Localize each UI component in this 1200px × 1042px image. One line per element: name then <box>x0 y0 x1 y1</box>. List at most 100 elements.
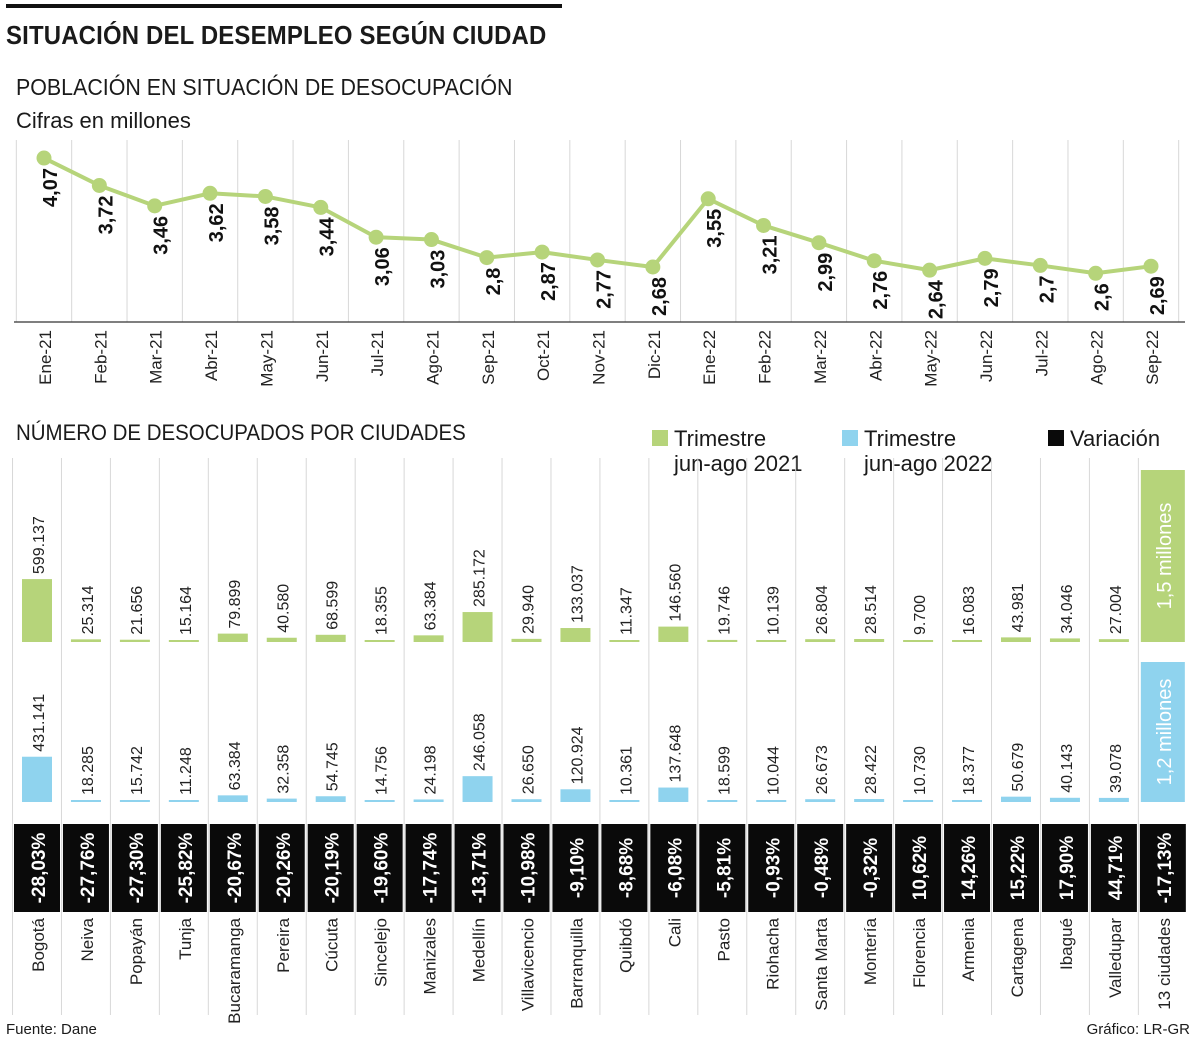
bar-2021 <box>1098 639 1129 642</box>
variation-label: 10,62% <box>910 836 931 901</box>
bar-2022-label: 26.650 <box>521 745 538 794</box>
bar-2022 <box>168 800 199 802</box>
category-label: Montería <box>861 917 880 985</box>
bar-2021-label: 19.746 <box>716 586 733 635</box>
bar-2022 <box>756 800 787 802</box>
variation-box <box>405 824 452 912</box>
data-point <box>922 262 938 278</box>
data-label: 3,03 <box>427 250 449 289</box>
data-label: 4,07 <box>40 168 62 207</box>
variation-label: -0,93% <box>763 838 784 898</box>
bar-2022 <box>1001 796 1031 802</box>
bar-2021 <box>413 635 444 642</box>
line-chart-title: POBLACIÓN EN SITUACIÓN DE DESOCUPACIÓN <box>16 74 513 100</box>
bar-2021-label: 15.164 <box>178 586 195 635</box>
bar-2022-label: 24.198 <box>423 745 440 794</box>
bar-2022 <box>658 787 689 802</box>
bar-2022-label: 120.924 <box>569 726 586 784</box>
total-bar-2021 <box>1140 470 1185 642</box>
category-label: Medellín <box>470 918 489 982</box>
variation-box <box>1041 824 1088 912</box>
x-tick-label: Oct-21 <box>534 330 553 381</box>
data-label: 3,06 <box>372 247 394 286</box>
bar-2021 <box>511 638 542 642</box>
total-bar-2022 <box>1140 662 1185 802</box>
title-rule <box>6 4 562 8</box>
bar-2021 <box>903 640 934 642</box>
bar-2022 <box>707 800 738 802</box>
data-point <box>700 191 716 207</box>
bar-2021 <box>70 639 101 642</box>
legend-label-2022-line2: jun-ago 2022 <box>864 451 993 476</box>
data-point <box>1088 265 1104 281</box>
category-label: Santa Marta <box>812 917 831 1010</box>
bar-2022 <box>413 799 444 802</box>
data-point <box>147 198 163 214</box>
bar-2022-label: 18.599 <box>716 746 733 795</box>
data-label: 3,72 <box>95 195 117 234</box>
bar-2022-label: 26.673 <box>814 745 831 794</box>
data-label: 2,8 <box>483 268 505 296</box>
bar-2021 <box>854 639 885 642</box>
x-tick-label: Sep-21 <box>479 330 498 385</box>
bar-2021-label: 28.514 <box>863 585 880 634</box>
variation-box <box>797 824 844 912</box>
total-2021-label: 1,5 millones <box>1154 503 1176 610</box>
bar-2022-label: 137.648 <box>667 725 684 783</box>
bar-2022-label: 39.078 <box>1108 744 1125 793</box>
bar-2021-label: 79.899 <box>227 580 244 629</box>
x-tick-label: Feb-22 <box>756 330 775 384</box>
variation-label: -27,30% <box>127 833 148 904</box>
bar-2022-label: 18.377 <box>961 746 978 795</box>
x-tick-label: Jul-22 <box>1032 330 1051 376</box>
data-point <box>423 232 439 248</box>
x-tick-label: Jun-22 <box>977 330 996 382</box>
data-point <box>534 244 550 260</box>
bar-2022-label: 15.742 <box>129 746 146 795</box>
variation-box <box>111 824 158 912</box>
variation-label: -27,76% <box>78 833 99 904</box>
page-title: SITUACIÓN DEL DESEMPLEO SEGÚN CIUDAD <box>6 20 547 50</box>
bar-2021-label: 63.384 <box>423 581 440 630</box>
category-label: Bogotá <box>29 917 48 971</box>
data-point <box>368 229 384 245</box>
data-label: 3,44 <box>317 217 339 257</box>
variation-box <box>454 824 501 912</box>
total-variation-box <box>1139 824 1186 912</box>
bar-2022 <box>903 800 934 802</box>
bar-2021 <box>1049 638 1080 642</box>
bar-2021 <box>315 634 346 642</box>
x-tick-label: Dic-21 <box>645 330 664 379</box>
category-label: Tunja <box>176 917 195 959</box>
variation-label: 14,26% <box>959 836 980 901</box>
variation-label: -17,74% <box>421 833 442 904</box>
legend-label-variation: Variación <box>1070 426 1161 451</box>
variation-label: 15,22% <box>1008 836 1029 901</box>
bar-2021 <box>952 640 983 642</box>
category-label: Florencia <box>910 917 929 987</box>
total-variation-label: -17,13% <box>1155 833 1176 904</box>
variation-label: -20,26% <box>274 833 295 904</box>
data-point <box>479 250 495 266</box>
data-label: 3,58 <box>261 206 283 245</box>
category-label: Cúcuta <box>323 917 342 971</box>
variation-label: -28,03% <box>29 833 50 904</box>
variation-box <box>846 824 893 912</box>
variation-label: -25,82% <box>176 833 197 904</box>
category-label: Valledupar <box>1106 918 1125 998</box>
bar-2022-label: 50.679 <box>1010 743 1027 792</box>
bar-2022 <box>217 795 248 802</box>
data-point <box>866 253 882 269</box>
data-point <box>1143 258 1159 274</box>
bar-2022 <box>1098 797 1129 802</box>
variation-box <box>356 824 403 912</box>
variation-label: -20,67% <box>225 833 246 904</box>
bar-2022-label: 246.058 <box>472 713 489 771</box>
data-point <box>36 150 52 166</box>
bar-2021 <box>266 637 297 642</box>
bar-2022-label: 32.358 <box>276 745 293 794</box>
line-chart: 4,07 Ene-21 3,72 Feb-21 3,46 Mar-21 3,62 Abr-21… <box>14 140 1185 387</box>
bar-2022 <box>560 789 591 802</box>
variation-label: -0,32% <box>861 838 882 898</box>
variation-box <box>552 824 599 912</box>
